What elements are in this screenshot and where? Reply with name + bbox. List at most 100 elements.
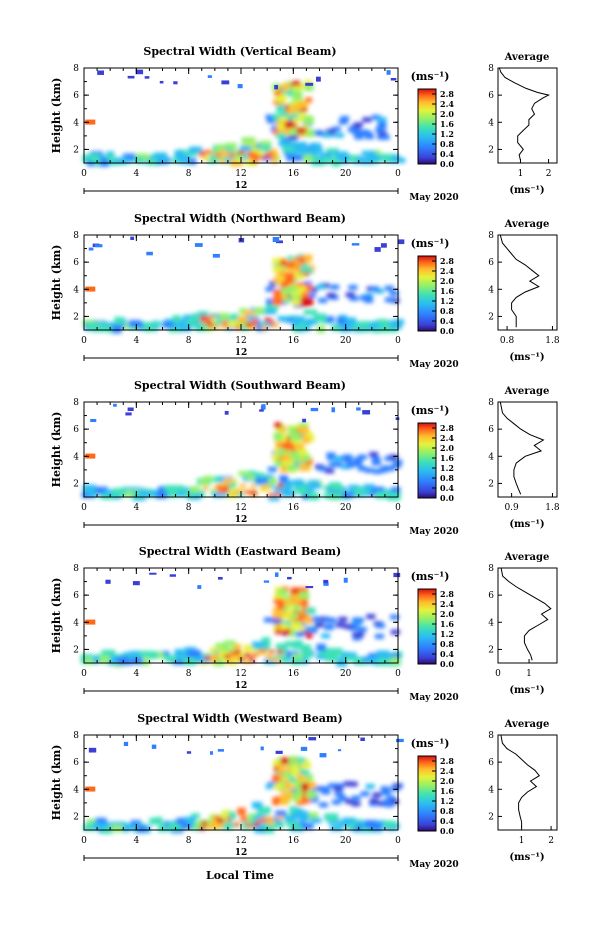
heatmap-cell	[390, 614, 400, 620]
heatmap-cell	[224, 654, 231, 659]
heatmap-cell	[292, 324, 304, 333]
heatmap-cell	[371, 150, 381, 157]
heatmap-cell	[292, 92, 303, 101]
panel-title: Spectral Width (Northward Beam)	[134, 212, 346, 225]
heatmap-cell	[127, 407, 134, 412]
colorbar	[417, 755, 437, 832]
heatmap-cell	[307, 628, 317, 634]
y-tick-label: 8	[73, 564, 79, 574]
heatmap-cell	[318, 466, 328, 472]
heatmap-cell	[272, 258, 281, 265]
colorbar-tick-label: 0.8	[440, 806, 454, 816]
heatmap-cell	[97, 70, 104, 75]
average-frame	[497, 234, 558, 331]
heatmap-cell	[130, 236, 135, 241]
heatmap-cell	[283, 442, 295, 451]
heatmap-cell	[322, 156, 336, 164]
heatmap-cell	[281, 112, 292, 119]
average-y-tick-label: 4	[488, 285, 494, 295]
heatmap-cell	[211, 317, 218, 322]
heatmap-cell	[160, 651, 170, 658]
average-x-label: (ms⁻¹)	[509, 685, 544, 696]
heatmap-cell	[209, 751, 214, 755]
heatmap-cell	[273, 598, 284, 604]
heatmap-cell	[279, 94, 287, 102]
heatmap-cell	[330, 825, 344, 832]
heatmap-cell	[283, 772, 294, 779]
heatmap-field	[81, 422, 403, 501]
y-tick-label: 2	[73, 812, 79, 822]
heatmap-cell	[149, 572, 157, 575]
x-tick-label: 20	[340, 836, 352, 846]
heatmap-cell	[382, 323, 396, 330]
heatmap-cell	[326, 148, 339, 156]
average-y-tick-label: 4	[488, 618, 494, 628]
heatmap-cell	[211, 819, 218, 824]
heatmap-cell	[333, 462, 343, 468]
heatmap-cell	[295, 787, 302, 796]
heatmap-cell	[112, 488, 127, 496]
heatmap-cell	[316, 643, 326, 652]
heatmap-cell	[195, 325, 206, 332]
y-tick-label: 6	[73, 758, 79, 768]
heatmap-cell	[291, 116, 300, 124]
heatmap-cell	[174, 150, 185, 158]
heatmap-cell	[272, 453, 279, 462]
x-tick-label: 4	[133, 836, 139, 846]
heatmap-cell	[241, 137, 256, 144]
heatmap-cell	[222, 325, 229, 330]
heatmap-cell	[277, 650, 284, 655]
heatmap-cell	[284, 116, 294, 122]
heatmap-cell	[217, 749, 224, 752]
heatmap-cell	[274, 486, 284, 494]
heatmap-cell	[359, 825, 372, 832]
heatmap-cell	[95, 817, 107, 826]
heatmap-cell	[237, 84, 243, 89]
heatmap-cell	[275, 269, 287, 276]
heatmap-cell	[281, 453, 291, 461]
heatmap-cell	[228, 811, 237, 820]
x-tick-label: 0	[81, 169, 87, 179]
heatmap-cell	[365, 134, 375, 140]
heatmap-cell	[289, 806, 299, 814]
heatmap-cell	[389, 290, 399, 296]
heatmap-cell	[85, 786, 96, 792]
heatmap-cell	[210, 822, 217, 827]
y-tick-label: 8	[73, 731, 79, 741]
date-label: 12	[235, 515, 248, 525]
heatmap-cell	[288, 630, 296, 637]
heatmap-cell	[386, 70, 391, 75]
colorbar-tick-label: 1.6	[440, 453, 454, 463]
heatmap-cell	[342, 492, 355, 498]
heatmap-cell	[248, 658, 255, 663]
heatmap-cell	[251, 490, 258, 495]
heatmap-cell	[207, 316, 214, 321]
heatmap-cell	[332, 492, 345, 499]
heatmap-cell	[85, 453, 96, 459]
heatmap-cell	[319, 802, 329, 808]
heatmap-cell	[283, 83, 290, 91]
heatmap-cell	[224, 410, 229, 415]
heatmap-cell	[362, 117, 372, 123]
average-y-tick-label: 2	[488, 312, 494, 322]
heatmap-cell	[234, 326, 241, 331]
colorbar-tick-label: 0.4	[440, 149, 454, 159]
heatmap-field	[82, 254, 404, 334]
heatmap-cell	[260, 746, 264, 751]
heatmap-cell	[320, 786, 330, 792]
heatmap-cell	[373, 657, 388, 665]
x-tick-label: 0	[395, 336, 401, 346]
heatmap-cell	[359, 129, 369, 135]
heatmap-cell	[366, 614, 376, 620]
colorbar-tick-label: 2.4	[440, 99, 454, 109]
heatmap-cell	[263, 477, 277, 486]
heatmap-cell	[288, 776, 298, 783]
heatmap-cell	[281, 792, 293, 800]
heatmap-cell	[209, 655, 216, 660]
y-tick-label: 4	[73, 785, 79, 795]
average-y-tick-label: 6	[488, 758, 494, 768]
x-tick-label: 12	[235, 503, 246, 513]
heatmap-cell	[90, 419, 97, 423]
heatmap-cell	[169, 574, 176, 577]
